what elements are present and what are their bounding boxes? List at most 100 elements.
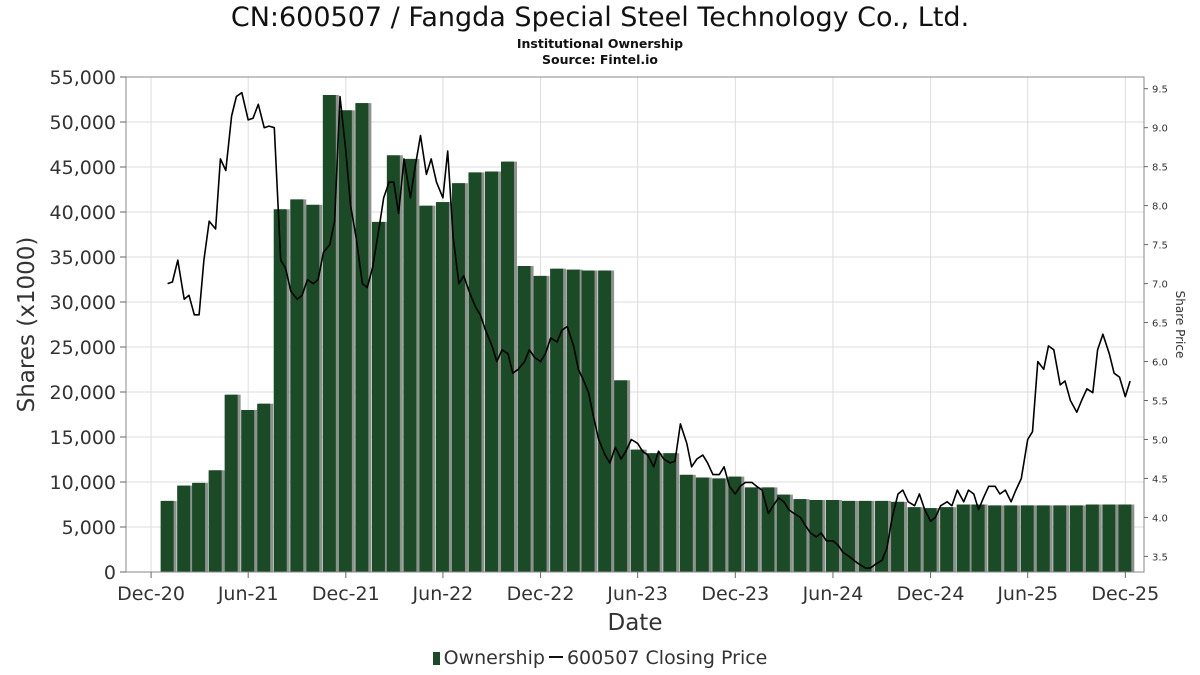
ownership-bar	[858, 500, 872, 572]
ownership-bar	[257, 403, 271, 572]
ownership-bar	[517, 266, 531, 572]
price-legend-label: 600507 Closing Price	[566, 647, 768, 669]
ownership-bar	[776, 494, 790, 572]
ownership-bar	[192, 482, 206, 572]
ownership-legend-swatch	[432, 652, 440, 665]
ownership-bar	[825, 500, 839, 572]
y-axis-label: Shares (x1000)	[14, 237, 40, 413]
y-tick-label: 5,000	[62, 517, 116, 539]
chart-legend: Ownership 600507 Closing Price	[0, 647, 1200, 669]
x-tick-label: Jun-22	[412, 583, 474, 605]
y2-tick-label: 5.0	[1152, 435, 1168, 446]
ownership-bar	[646, 453, 660, 572]
ownership-bar	[923, 508, 937, 572]
ownership-bar	[241, 410, 255, 572]
ownership-bar	[550, 268, 564, 572]
ownership-bar	[566, 269, 580, 572]
ownership-bar	[679, 474, 693, 572]
ownership-bar	[338, 110, 352, 573]
x-tick-label: Jun-24	[802, 583, 864, 605]
x-tick-label: Jun-23	[606, 583, 668, 605]
ownership-bar	[1053, 505, 1067, 572]
ownership-bar	[371, 221, 385, 572]
ownership-bar	[273, 209, 287, 573]
ownership-bar	[793, 499, 807, 572]
price-line	[167, 91, 1131, 569]
y-tick-label: 50,000	[50, 112, 116, 134]
ownership-bar	[322, 95, 336, 572]
x-tick-label: Dec-24	[897, 583, 965, 605]
ownership-bar	[1102, 504, 1116, 572]
ownership-bar	[1118, 504, 1132, 572]
ownership-bar	[971, 504, 985, 572]
y2-axis-label: Share Price	[1173, 291, 1187, 359]
chart-subtitle: Institutional Ownership	[516, 36, 684, 51]
price-legend-swatch	[548, 656, 563, 658]
ownership-bar	[1036, 505, 1050, 572]
ownership-bar	[435, 202, 449, 572]
ownership-bar	[1004, 505, 1018, 572]
ownership-bar	[581, 270, 595, 572]
x-tick-label: Dec-23	[701, 583, 769, 605]
y2-tick-label: 7.5	[1152, 241, 1168, 252]
x-tick-label: Dec-21	[312, 583, 380, 605]
y-tick-label: 15,000	[50, 427, 116, 449]
ownership-bar	[907, 507, 921, 572]
y2-tick-label: 8.5	[1152, 163, 1168, 174]
ownership-legend-label: Ownership	[443, 647, 545, 669]
x-tick-label: Jun-25	[996, 583, 1058, 605]
ownership-bar	[386, 155, 400, 573]
ownership-bar	[663, 453, 677, 572]
ownership-bar	[744, 487, 758, 572]
ownership-bar	[533, 275, 547, 572]
ownership-bar	[355, 103, 369, 572]
y-tick-label: 20,000	[50, 382, 116, 404]
y2-tick-label: 5.5	[1152, 397, 1168, 408]
ownership-bar	[761, 487, 775, 572]
ownership-bar	[630, 449, 644, 572]
ownership-bar	[208, 470, 222, 572]
y-tick-label: 25,000	[50, 337, 116, 359]
x-tick-label: Dec-22	[507, 583, 575, 605]
chart-title: CN:600507 / Fangda Special Steel Technol…	[230, 2, 970, 33]
y-tick-label: 40,000	[50, 202, 116, 224]
x-tick-label: Dec-20	[117, 583, 185, 605]
y-tick-label: 35,000	[50, 247, 116, 269]
y2-tick-label: 4.5	[1152, 474, 1168, 485]
ownership-bar	[485, 171, 499, 572]
ownership-bar	[419, 205, 433, 572]
y-tick-label: 30,000	[50, 292, 116, 314]
ownership-bars	[160, 95, 1135, 573]
ownership-bar	[1085, 504, 1099, 572]
ownership-bar	[614, 380, 628, 572]
x-axis-label: Date	[608, 610, 663, 636]
ownership-bar	[306, 204, 320, 573]
ownership-bar	[891, 501, 905, 572]
ownership-bar	[1069, 505, 1083, 572]
y2-tick-label: 8.0	[1152, 202, 1168, 213]
x-tick-label: Dec-25	[1091, 583, 1159, 605]
ownership-bar	[956, 504, 970, 572]
y-tick-label: 55,000	[50, 67, 116, 89]
ownership-bar	[712, 478, 726, 572]
ownership-bar	[988, 505, 1002, 572]
ownership-bar	[695, 477, 709, 572]
ownership-bar	[501, 161, 515, 572]
y2-tick-label: 9.5	[1152, 85, 1168, 96]
ownership-bar	[224, 394, 238, 572]
y2-tick-label: 7.0	[1152, 280, 1168, 291]
ownership-bar	[468, 172, 482, 572]
y2-tick-label: 4.0	[1152, 513, 1168, 524]
ownership-bar	[403, 158, 417, 572]
ownership-bar	[290, 199, 304, 572]
y2-tick-label: 6.5	[1152, 319, 1168, 330]
axes: 0 5,000 10,000 15,000 20,000 25,000 30,000 35,0…	[50, 67, 1168, 605]
y2-tick-label: 9.0	[1152, 124, 1168, 135]
ownership-bar	[841, 500, 855, 572]
ownership-bar	[177, 485, 191, 572]
x-tick-label: Jun-21	[217, 583, 279, 605]
chart-source: Source: Fintel.io	[542, 52, 658, 67]
y2-tick-label: 6.0	[1152, 358, 1168, 369]
price-line-layer	[167, 91, 1131, 569]
